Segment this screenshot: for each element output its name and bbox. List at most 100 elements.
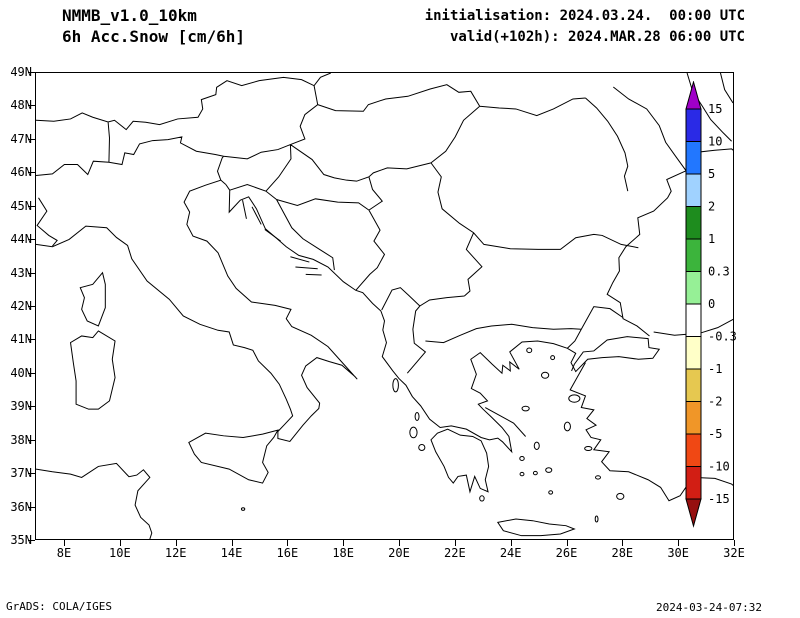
island-outline bbox=[617, 493, 624, 499]
turkey-west-coastline bbox=[570, 363, 733, 501]
grads-credit: GrADS: COLA/IGES bbox=[6, 600, 112, 613]
lat-tick bbox=[28, 406, 35, 408]
lon-tick bbox=[566, 540, 568, 546]
island-outline bbox=[393, 379, 399, 392]
lon-tick bbox=[454, 540, 456, 546]
lon-tick bbox=[734, 540, 735, 546]
colorbar-segment bbox=[685, 108, 702, 142]
lat-tick-label: 43N bbox=[10, 265, 32, 280]
island-outline bbox=[546, 468, 552, 473]
colorbar: 15 10 5 2 1 0.3 0 -0.3 -1 -2 -5 -10 -15 bbox=[685, 81, 737, 528]
colorbar-tick-label: -5 bbox=[708, 427, 722, 441]
island-outline bbox=[564, 422, 570, 431]
snow-core-maximum bbox=[240, 124, 243, 127]
colorbar-top-arrow bbox=[685, 81, 702, 110]
lat-tick-label: 46N bbox=[10, 165, 32, 180]
lat-tick bbox=[28, 172, 35, 174]
colorbar-tick-label: 5 bbox=[708, 167, 715, 181]
lat-tick bbox=[28, 72, 35, 73]
lon-tick-label: 30E bbox=[667, 546, 689, 560]
negative-speck bbox=[185, 156, 188, 159]
colorbar-bottom-arrow bbox=[685, 498, 702, 528]
lat-tick bbox=[28, 372, 35, 374]
peloponnese-coastline bbox=[431, 429, 489, 492]
north-africa-coastline bbox=[36, 463, 152, 539]
colorbar-segment bbox=[685, 271, 702, 305]
lat-tick-label: 42N bbox=[10, 299, 32, 313]
island-outline bbox=[534, 442, 539, 449]
lat-tick-label: 40N bbox=[10, 365, 32, 380]
colorbar-tick-label: 2 bbox=[708, 200, 715, 214]
colorbar-segment bbox=[685, 238, 702, 272]
country-borders bbox=[36, 73, 638, 373]
lon-tick-label: 22E bbox=[444, 546, 466, 560]
snow-contour-0.3cm bbox=[226, 115, 272, 134]
lat-tick bbox=[28, 239, 35, 241]
lat-tick-label: 49N bbox=[10, 65, 32, 79]
colorbar-segment bbox=[685, 401, 702, 435]
lon-tick-label: 14E bbox=[220, 546, 243, 560]
lat-tick bbox=[28, 506, 35, 508]
lat-tick-label: 37N bbox=[10, 466, 32, 481]
island-outline bbox=[520, 472, 524, 475]
lon-tick-label: 12E bbox=[164, 546, 187, 560]
croatian-and-euboea-islands bbox=[243, 200, 526, 436]
lat-tick bbox=[28, 205, 35, 207]
lat-tick bbox=[28, 473, 35, 475]
colorbar-segment bbox=[685, 368, 702, 402]
colorbar-tick-label: 1 bbox=[708, 232, 715, 246]
lon-tick bbox=[510, 540, 512, 546]
lat-tick bbox=[28, 105, 35, 107]
island-outline bbox=[595, 516, 598, 522]
lat-tick-label: 41N bbox=[10, 332, 32, 347]
snow-contour-2cm bbox=[236, 121, 247, 130]
creation-timestamp: 2024-03-24-07:32 bbox=[656, 601, 762, 614]
lon-tick-label: 28E bbox=[611, 546, 634, 560]
sardinia-island bbox=[71, 331, 116, 409]
coastlines-group bbox=[36, 149, 733, 539]
lat-tick-label: 39N bbox=[10, 399, 32, 414]
colorbar-segment bbox=[685, 173, 702, 207]
lon-tick-label: 10E bbox=[109, 546, 131, 560]
lat-tick bbox=[28, 439, 35, 441]
lon-tick bbox=[678, 540, 680, 546]
model-name: NMMB_v1.0_10km bbox=[62, 6, 197, 25]
colorbar-tick-label: 15 bbox=[708, 102, 722, 116]
borders-group bbox=[36, 73, 733, 373]
island-outline bbox=[569, 395, 580, 402]
lon-tick bbox=[119, 540, 121, 546]
island-outline bbox=[415, 413, 419, 421]
lon-tick-label: 32E bbox=[723, 546, 745, 560]
lat-tick-label: 35N bbox=[10, 533, 32, 547]
initialisation-time: initialisation: 2024.03.24. 00:00 UTC bbox=[424, 8, 745, 24]
valid-time: valid(+102h): 2024.MAR.28 06:00 UTC bbox=[449, 29, 745, 45]
island-outline bbox=[527, 348, 532, 353]
map-frame bbox=[35, 72, 734, 540]
aegean-islands-group bbox=[241, 348, 623, 522]
lon-tick bbox=[64, 540, 66, 546]
map-plot bbox=[36, 73, 733, 539]
snow-contour-1cm bbox=[233, 118, 252, 130]
lon-tick bbox=[231, 540, 233, 546]
island-outline bbox=[533, 471, 537, 474]
colorbar-segment bbox=[685, 466, 702, 500]
island-outline bbox=[585, 446, 592, 450]
lat-tick bbox=[28, 306, 35, 307]
colorbar-segment bbox=[685, 433, 702, 467]
lat-tick bbox=[28, 272, 35, 274]
colorbar-segment bbox=[685, 141, 702, 175]
colorbar-tick-label: -15 bbox=[708, 492, 730, 506]
colorbar-tick-label: -2 bbox=[708, 395, 722, 409]
lon-tick-label: 16E bbox=[276, 546, 299, 560]
lat-tick-label: 36N bbox=[10, 499, 32, 514]
lon-tick-label: 26E bbox=[555, 546, 578, 560]
lon-tick bbox=[287, 540, 289, 546]
rivers-and-east-borders bbox=[585, 73, 733, 191]
colorbar-tick-label: 10 bbox=[708, 135, 722, 149]
crete-island bbox=[498, 519, 575, 536]
lon-tick bbox=[175, 540, 177, 546]
colorbar-tick-label: -10 bbox=[708, 460, 730, 474]
snow-shading-group bbox=[185, 115, 272, 158]
lat-tick-label: 44N bbox=[10, 232, 32, 247]
colorbar-segment bbox=[685, 303, 702, 337]
